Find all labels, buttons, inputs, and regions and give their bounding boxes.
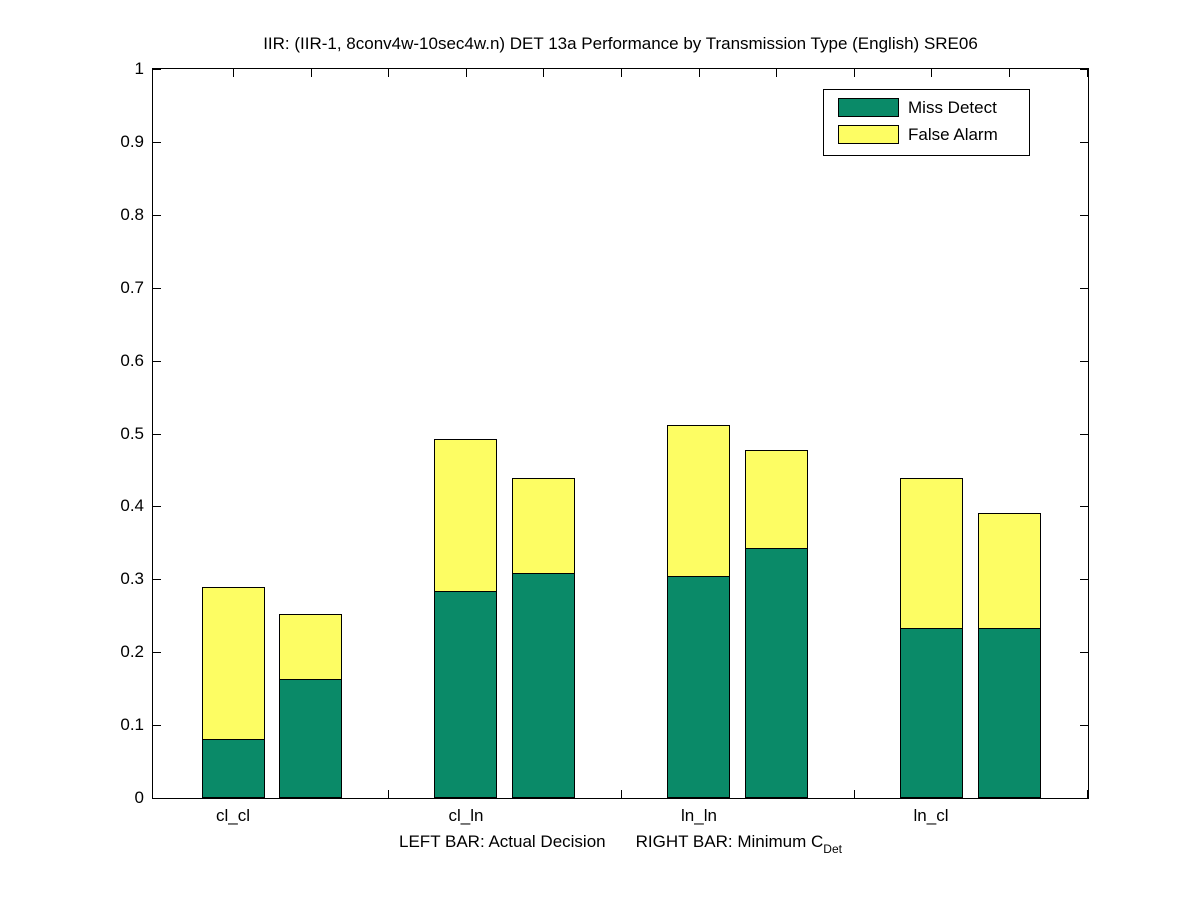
legend: Miss Detect False Alarm [823,89,1030,156]
bar-segment-false-alarm [667,425,730,577]
y-tick-label: 0.5 [120,424,144,443]
x-tick-top [543,69,544,77]
x-tick-top [931,69,932,77]
legend-label-false-alarm: False Alarm [908,125,998,144]
y-tick-left [153,652,161,653]
x-category-label: cl_ln [448,806,484,825]
y-tick-label: 0.3 [120,569,144,588]
x-tick-top [854,69,855,77]
y-tick-right [1080,798,1088,799]
legend-swatch-miss-detect [838,98,899,117]
x-tick-top [466,69,467,77]
y-tick-left [153,725,161,726]
x-tick-bottom [1087,790,1088,798]
y-tick-left [153,142,161,143]
y-tick-left [153,361,161,362]
bar-segment-false-alarm [202,587,265,740]
x-label-left-bar: LEFT BAR: Actual Decision [399,832,606,851]
y-tick-label: 0.1 [120,715,144,734]
x-axis-label: LEFT BAR: Actual Decision RIGHT BAR: Mini… [152,832,1089,856]
bar-segment-miss-detect [512,573,575,798]
y-tick-label: 0.8 [120,205,144,224]
legend-swatch-false-alarm [838,125,899,144]
x-category-label: ln_cl [913,806,949,825]
y-tick-right [1080,579,1088,580]
bar-segment-miss-detect [202,739,265,798]
bar-segment-false-alarm [978,513,1041,629]
y-tick-right [1080,652,1088,653]
y-tick-right [1080,288,1088,289]
y-tick-label: 1 [134,59,144,78]
legend-label-miss-detect: Miss Detect [908,98,997,117]
y-tick-left [153,506,161,507]
y-tick-left [153,69,161,70]
y-tick-left [153,215,161,216]
y-tick-right [1080,215,1088,216]
x-tick-bottom [388,790,389,798]
bar-segment-false-alarm [279,614,342,680]
x-label-right-bar: RIGHT BAR: Minimum C [635,832,824,851]
x-tick-top [311,69,312,77]
y-tick-label: 0.9 [120,132,144,151]
y-tick-right [1080,361,1088,362]
x-tick-top [699,69,700,77]
bar-segment-false-alarm [512,478,575,574]
y-tick-right [1080,434,1088,435]
x-tick-bottom [621,790,622,798]
y-tick-label: 0.6 [120,351,144,370]
bar-segment-false-alarm [900,478,963,629]
y-tick-left [153,798,161,799]
x-label-subscript: Det [823,842,842,856]
bar-segment-miss-detect [667,576,730,798]
y-tick-left [153,579,161,580]
x-tick-top [233,69,234,77]
x-tick-top [1087,69,1088,77]
y-tick-label: 0.4 [120,496,144,515]
x-tick-top [621,69,622,77]
x-category-label: cl_cl [215,806,250,825]
y-tick-label: 0.2 [120,642,144,661]
bar-segment-miss-detect [279,679,342,798]
y-tick-right [1080,725,1088,726]
y-tick-label: 0 [134,788,144,807]
y-tick-left [153,434,161,435]
bar-segment-miss-detect [434,591,497,798]
x-tick-top [388,69,389,77]
x-tick-top [1009,69,1010,77]
y-tick-left [153,288,161,289]
bar-segment-false-alarm [745,450,808,549]
x-category-label: ln_ln [681,806,717,825]
bar-segment-miss-detect [900,628,963,798]
y-tick-right [1080,506,1088,507]
x-tick-bottom [854,790,855,798]
plot-area [152,68,1089,799]
chart-title: IIR: (IIR-1, 8conv4w-10sec4w.n) DET 13a … [263,34,978,53]
y-tick-right [1080,69,1088,70]
x-tick-top [776,69,777,77]
bar-segment-false-alarm [434,439,497,592]
y-tick-label: 0.7 [120,278,144,297]
bar-segment-miss-detect [745,548,808,798]
y-tick-right [1080,142,1088,143]
bar-segment-miss-detect [978,628,1041,798]
